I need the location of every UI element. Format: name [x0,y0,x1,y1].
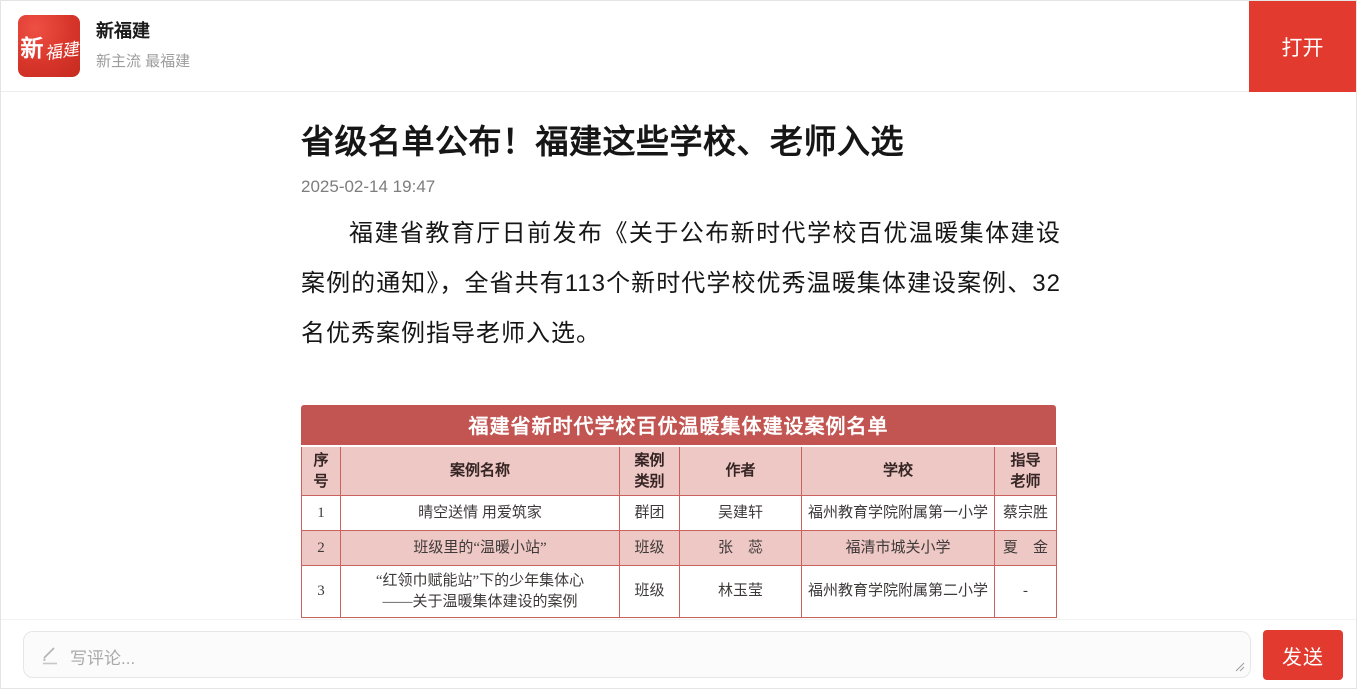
table-cell: 班级 [619,565,680,619]
table-cell: 班级里的“温暖小站” [340,530,620,567]
app-meta: 新福建 新主流 最福建 [96,21,190,71]
table-cell: 班级 [619,530,680,567]
column-header: 案例 类别 [619,445,680,497]
table-cell: 群团 [619,495,680,532]
table-cell: 福州教育学院附属第二小学 [801,565,995,619]
table-cell: 3 [301,565,341,619]
comment-input-wrap [23,631,1251,678]
comment-bar: 发送 [1,619,1356,688]
table-cell: 2 [301,530,341,567]
column-header: 作者 [679,445,802,497]
table-cell: 林玉莹 [679,565,802,619]
app-tagline: 新主流 最福建 [96,52,191,70]
table-row: 2 班级里的“温暖小站” 班级张 蕊福清市城关小学夏 金 [301,530,1057,567]
column-header: 学校 [801,445,995,497]
table-cell: “红领巾赋能站”下的少年集体心 ——关于温暖集体建设的案例 [340,565,620,619]
app-logo[interactable]: 新 福建 [18,15,80,77]
table-row: 1 晴空送情 用爱筑家 群团 吴建轩 福州教育学院附属第一小学 蔡宗胜 [301,495,1057,532]
comment-input[interactable] [23,631,1251,678]
app-header: 新 福建 新福建 新主流 最福建 打开 [1,1,1356,92]
send-comment-button[interactable]: 发送 [1263,630,1343,680]
table-title-bar: 福建省新时代学校百优温暖集体建设案例名单 [301,404,1056,445]
article-paragraph: 福建省教育厅日前发布《关于公布新时代学校百优温暖集体建设案例的通知》，全省共有1… [301,219,1061,347]
column-header: 指导 老师 [994,445,1057,497]
case-list-table: 序 号案例名称 案例 类别 作者 学校 指导 老师 1 晴空送情 用爱筑家 群团 吴建轩 福州教… [301,444,1057,619]
table-cell: 1 [301,495,341,532]
table-cell: - [994,565,1057,619]
table-cell: 张 蕊 [679,530,802,567]
table-cell: 夏 金 [994,530,1057,567]
article-date: 2025-02-14 19:47 [301,176,436,196]
column-header: 案例名称 [340,445,620,497]
open-app-button[interactable]: 打开 [1249,1,1356,92]
table-cell: 晴空送情 用爱筑家 [340,495,620,532]
column-header: 序 号 [301,445,341,497]
table-cell: 蔡宗胜 [994,495,1057,532]
logo-text-bold: 新 [20,35,44,61]
table-row: 3 “红领巾赋能站”下的少年集体心 ——关于温暖集体建设的案例 班级 林玉莹 福州教育学… [301,565,1057,619]
article-title: 省级名单公布！福建这些学校、老师入选 [301,123,904,160]
case-table: 福建省新时代学校百优温暖集体建设案例名单 序 号案例名称 案例 类别 作者 学校 指导 … [301,404,1057,619]
table-header-row: 序 号案例名称 案例 类别 作者 学校 指导 老师 [301,445,1057,497]
article-content: 省级名单公布！福建这些学校、老师入选 2025-02-14 19:47 福建省教… [1,122,1356,619]
table-cell: 福州教育学院附属第一小学 [801,495,995,532]
table-cell: 吴建轩 [679,495,802,532]
app-name: 新福建 [96,21,150,42]
logo-text-script: 福建 [43,39,80,64]
table-cell: 福清市城关小学 [801,530,995,567]
